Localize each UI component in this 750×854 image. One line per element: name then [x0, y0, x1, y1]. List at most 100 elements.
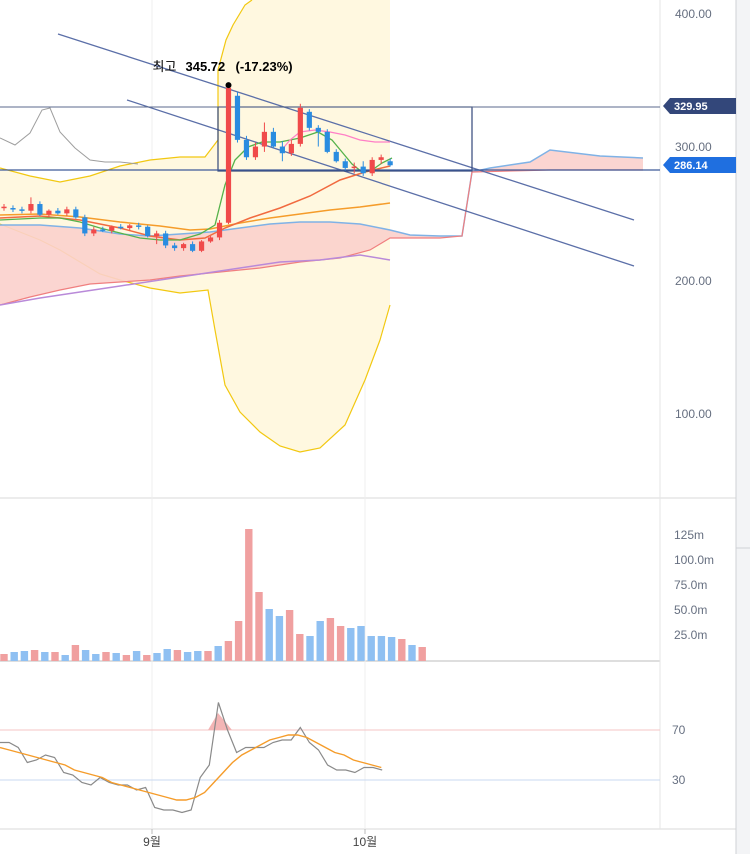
- volume-bar[interactable]: [41, 652, 49, 661]
- vertical-scrollbar[interactable]: [736, 0, 750, 854]
- candle-body[interactable]: [109, 226, 115, 231]
- candle-body[interactable]: [261, 131, 268, 147]
- high-change: (-17.23%): [236, 59, 293, 74]
- volume-bar[interactable]: [132, 651, 141, 661]
- volume-bar[interactable]: [316, 621, 324, 661]
- moving-average-long: [0, 254, 391, 306]
- candle-body[interactable]: [324, 131, 330, 152]
- volume-axis-tick: 25.0m: [674, 628, 707, 642]
- volume-bar[interactable]: [398, 639, 406, 661]
- volume-bar[interactable]: [122, 655, 131, 661]
- volume-bar[interactable]: [255, 592, 263, 661]
- candle-body[interactable]: [10, 208, 16, 210]
- candle-body[interactable]: [207, 237, 214, 242]
- candle-body[interactable]: [145, 226, 151, 237]
- bollinger-upper-line-left: [0, 139, 219, 183]
- candle-body[interactable]: [243, 139, 250, 158]
- candle-body[interactable]: [360, 166, 366, 174]
- volume-bar[interactable]: [51, 652, 59, 661]
- candle-body[interactable]: [82, 217, 88, 234]
- candle-body[interactable]: [225, 87, 232, 223]
- volume-bar[interactable]: [357, 626, 365, 661]
- volume-bar[interactable]: [347, 628, 355, 661]
- candle-body[interactable]: [279, 146, 285, 154]
- candle-body[interactable]: [315, 127, 321, 132]
- volume-bar[interactable]: [408, 645, 416, 661]
- candle-body[interactable]: [351, 166, 357, 169]
- candle-body[interactable]: [19, 209, 25, 211]
- volume-bar[interactable]: [234, 621, 243, 661]
- volume-bar[interactable]: [285, 610, 294, 661]
- candle-body[interactable]: [234, 95, 241, 140]
- volume-bar[interactable]: [0, 654, 8, 661]
- volume-bar[interactable]: [153, 653, 161, 661]
- volume-bar[interactable]: [326, 618, 335, 661]
- volume-bar[interactable]: [367, 636, 375, 661]
- volume-bar[interactable]: [265, 609, 273, 661]
- candle-body[interactable]: [118, 226, 124, 229]
- ichimoku-cloud-fill: [0, 150, 643, 305]
- volume-bar[interactable]: [61, 655, 69, 661]
- bollinger-band-fill: [0, 0, 390, 452]
- candle-body[interactable]: [136, 225, 142, 227]
- volume-bar[interactable]: [418, 647, 426, 661]
- volume-bar[interactable]: [275, 616, 284, 661]
- volume-bar[interactable]: [10, 652, 18, 661]
- candle-body[interactable]: [198, 241, 205, 251]
- candle-body[interactable]: [342, 161, 348, 168]
- candle-body[interactable]: [55, 210, 61, 214]
- volume-bar[interactable]: [224, 641, 233, 661]
- volume-bar[interactable]: [204, 651, 212, 661]
- volume-bar[interactable]: [30, 650, 39, 661]
- candle-body[interactable]: [127, 225, 133, 229]
- candle-body[interactable]: [28, 204, 34, 211]
- candle-body[interactable]: [91, 229, 97, 234]
- volume-bar[interactable]: [92, 654, 100, 661]
- volume-bar[interactable]: [112, 653, 120, 661]
- volume-bar[interactable]: [163, 649, 171, 661]
- candle-body[interactable]: [73, 209, 79, 218]
- volume-bar[interactable]: [387, 637, 396, 661]
- volume-bar[interactable]: [336, 626, 345, 661]
- candle-body[interactable]: [163, 233, 169, 246]
- volume-bar[interactable]: [214, 646, 222, 661]
- candle-body[interactable]: [46, 210, 52, 215]
- candle-body[interactable]: [189, 244, 196, 251]
- candle-body[interactable]: [252, 146, 259, 158]
- candle-body[interactable]: [306, 111, 312, 128]
- price-tag-value: 329.95: [674, 101, 708, 113]
- candle-body[interactable]: [288, 143, 294, 154]
- candle-body[interactable]: [64, 209, 70, 214]
- volume-bar[interactable]: [102, 652, 110, 661]
- rsi-line: [0, 702, 383, 814]
- candle-body[interactable]: [297, 107, 303, 144]
- candle-body[interactable]: [1, 206, 7, 209]
- volume-bar[interactable]: [81, 650, 90, 661]
- volume-bar[interactable]: [143, 655, 151, 661]
- volume-bar[interactable]: [173, 650, 182, 661]
- volume-bar[interactable]: [194, 651, 202, 661]
- candle-body[interactable]: [181, 244, 187, 249]
- candle-body[interactable]: [216, 222, 223, 238]
- volume-bar[interactable]: [377, 636, 386, 661]
- volume-bar[interactable]: [296, 634, 304, 661]
- volume-bar[interactable]: [306, 636, 314, 661]
- price-axis-tick: 100.00: [675, 407, 712, 421]
- price-tag: [663, 98, 736, 114]
- volume-bar[interactable]: [245, 529, 253, 661]
- candle-body[interactable]: [378, 157, 384, 160]
- volume-bar[interactable]: [71, 645, 80, 661]
- candle-body[interactable]: [37, 204, 43, 215]
- volume-bar[interactable]: [183, 652, 192, 661]
- candle-body[interactable]: [100, 229, 106, 231]
- candle-body[interactable]: [333, 151, 339, 162]
- candle-body[interactable]: [369, 159, 375, 174]
- volume-bar[interactable]: [20, 651, 29, 661]
- candle-body[interactable]: [387, 161, 393, 166]
- candle-body[interactable]: [270, 131, 276, 147]
- bollinger-upper-line: [217, 0, 253, 140]
- candle-body[interactable]: [172, 245, 178, 249]
- candle-body[interactable]: [154, 233, 160, 237]
